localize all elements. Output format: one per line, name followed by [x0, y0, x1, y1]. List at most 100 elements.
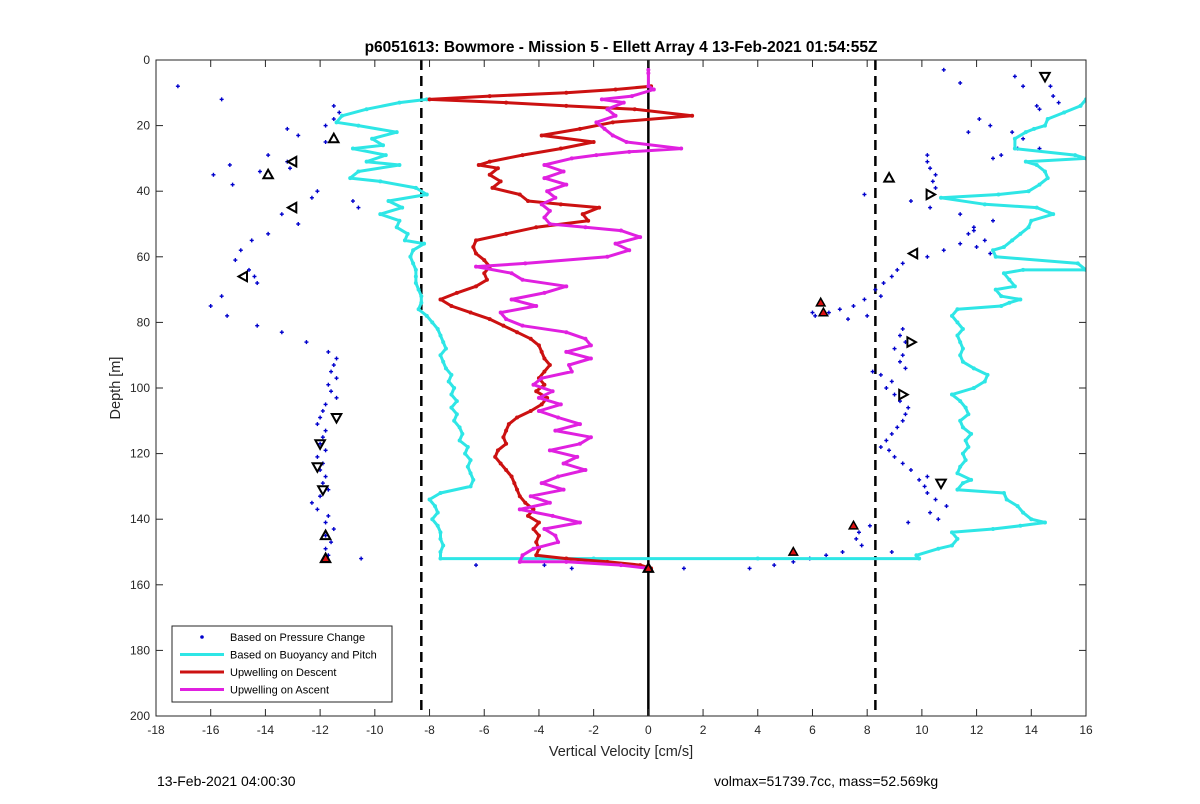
x-tick-label: -16 — [202, 723, 220, 737]
series-point — [356, 123, 361, 128]
series-point — [1001, 490, 1006, 495]
pressure-point — [925, 254, 930, 259]
pressure-point — [356, 205, 361, 210]
series-point — [452, 386, 457, 390]
series-point — [993, 254, 998, 259]
pressure-point — [323, 428, 328, 433]
series-point — [419, 294, 424, 299]
series-point — [435, 523, 440, 528]
pressure-point — [326, 513, 331, 518]
series-point — [679, 146, 684, 151]
series-point — [441, 543, 446, 548]
series-point — [619, 228, 623, 233]
series-point — [438, 550, 443, 554]
series-point — [515, 487, 520, 492]
pressure-point — [315, 454, 320, 459]
pressure-point — [889, 379, 894, 384]
pressure-point — [898, 333, 902, 338]
pressure-point — [255, 281, 260, 286]
series-point — [638, 235, 643, 240]
series-point — [613, 87, 618, 92]
pressure-point — [966, 231, 971, 236]
series-point — [1012, 136, 1017, 141]
pressure-point — [350, 199, 355, 204]
pressure-point — [296, 222, 301, 226]
pressure-point — [296, 133, 301, 138]
pressure-point — [247, 267, 251, 272]
series-point — [1018, 231, 1023, 236]
x-tick-label: 0 — [645, 723, 652, 737]
series-point — [438, 536, 443, 541]
legend-label: Based on Buoyancy and Pitch — [230, 650, 377, 662]
y-tick-label: 160 — [130, 578, 150, 592]
triangle-marker — [882, 171, 896, 183]
series-point — [427, 97, 432, 102]
series-point — [542, 382, 547, 387]
pressure-point — [991, 218, 995, 223]
legend-label: Based on Pressure Change — [230, 632, 365, 644]
series-point — [452, 418, 457, 423]
x-tick-label: 8 — [864, 723, 871, 737]
series-point — [397, 100, 402, 105]
pressure-point — [865, 313, 870, 318]
pressure-point — [925, 159, 930, 164]
x-tick-label: -12 — [311, 723, 329, 737]
series-point — [564, 330, 569, 335]
triangle-marker — [285, 201, 298, 214]
pressure-point — [285, 126, 290, 131]
series-point — [1045, 176, 1050, 181]
pressure-point — [1037, 107, 1042, 112]
series-point — [438, 556, 443, 561]
series-point — [498, 179, 503, 184]
series-point — [955, 487, 960, 492]
series-based-on-pressure-change — [175, 67, 1061, 571]
pressure-point — [542, 563, 547, 568]
x-tick-label: -6 — [479, 723, 490, 737]
series-point — [422, 241, 427, 246]
pressure-point — [326, 349, 331, 354]
y-tick-label: 20 — [137, 119, 151, 133]
series-point — [999, 294, 1004, 299]
pressure-point — [856, 530, 861, 535]
series-point — [583, 225, 588, 230]
footer-stats: volmax=51739.7cc, mass=52.569kg — [714, 773, 939, 789]
pressure-point — [824, 553, 829, 558]
series-point — [564, 559, 569, 564]
series-point — [1062, 110, 1067, 115]
pressure-point — [873, 287, 878, 292]
series-point — [413, 267, 418, 272]
series-point — [1001, 244, 1006, 249]
pressure-point — [928, 205, 933, 210]
series-point — [1051, 212, 1056, 217]
pressure-point — [315, 422, 320, 427]
series-point — [1042, 123, 1047, 128]
series-point — [567, 363, 572, 368]
series-point — [501, 323, 506, 328]
series-point — [564, 103, 569, 108]
series-point — [575, 454, 580, 459]
series-point — [939, 195, 944, 200]
series-point — [646, 67, 651, 72]
series-point — [356, 169, 361, 174]
y-axis-label: Depth [m] — [108, 357, 124, 420]
pressure-point — [211, 172, 216, 177]
series-point — [1034, 205, 1039, 210]
pressure-point — [208, 304, 213, 308]
triangle-marker — [906, 335, 918, 349]
series-point — [1032, 126, 1037, 131]
series-point — [490, 185, 495, 190]
series-point — [569, 369, 574, 374]
series-point — [397, 218, 402, 223]
series-point — [547, 448, 552, 453]
pressure-point — [320, 435, 325, 440]
series-point — [487, 317, 492, 322]
series-point — [394, 225, 399, 230]
pressure-point — [988, 251, 993, 256]
x-tick-label: 2 — [700, 723, 707, 737]
series-point — [553, 195, 558, 200]
series-point — [413, 281, 418, 286]
series-point — [460, 431, 465, 436]
pressure-point — [1051, 94, 1056, 99]
series-point — [534, 553, 539, 558]
series-point — [512, 481, 517, 486]
